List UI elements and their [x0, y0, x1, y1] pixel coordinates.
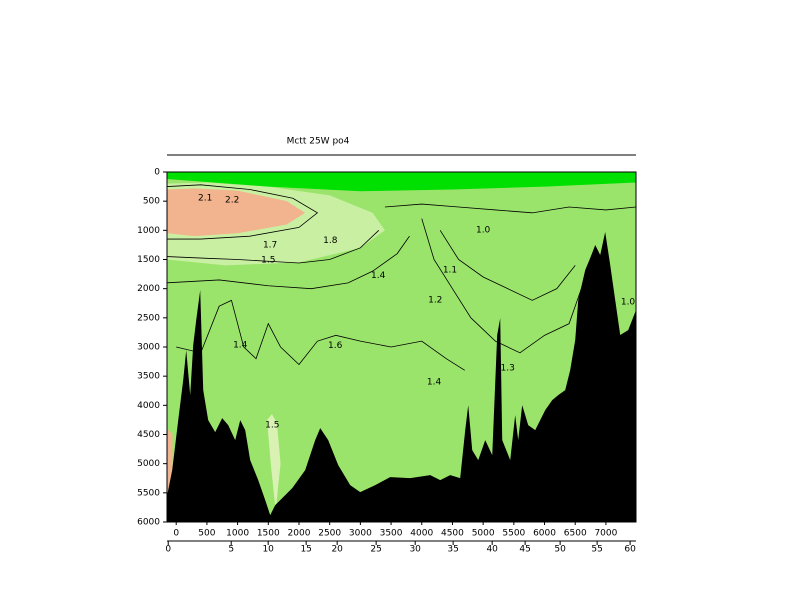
contour-label: 1.5 — [261, 256, 275, 266]
x2-tick-label: 35 — [447, 545, 458, 555]
x-tick-label: 4000 — [410, 529, 433, 539]
contour-line — [167, 235, 410, 290]
contour-line — [384, 203, 636, 214]
x2-tick-label: 0 — [165, 545, 171, 555]
x2-tick-label: 15 — [300, 545, 311, 555]
contour-label: 1.4 — [371, 271, 386, 281]
x-tick-label: 1500 — [257, 529, 280, 539]
contour-label: 1.0 — [476, 226, 491, 236]
x-tick-label: 2000 — [288, 529, 311, 539]
x-tick-label: 6500 — [564, 529, 587, 539]
contour-label: 1.0 — [621, 298, 636, 308]
x2-tick-label: 60 — [624, 545, 636, 555]
contour-label: 2.2 — [225, 196, 239, 206]
y-tick-label: 4000 — [137, 401, 160, 411]
x2-tick-label: 50 — [554, 545, 566, 555]
x-tick-label: 3000 — [349, 529, 372, 539]
y-tick-label: 0 — [154, 168, 160, 178]
x-tick-label: 3500 — [380, 529, 403, 539]
x-tick-label: 5500 — [502, 529, 525, 539]
y-tick-label: 5000 — [137, 459, 160, 469]
x2-tick-label: 45 — [519, 545, 530, 555]
y-tick-label: 3500 — [137, 372, 160, 382]
y-tick-label: 1500 — [137, 255, 160, 265]
x2-tick-label: 20 — [331, 545, 343, 555]
contour-label: 1.7 — [263, 240, 277, 250]
x-tick-label: 500 — [198, 529, 215, 539]
x2-tick-label: 40 — [486, 545, 498, 555]
contour-label: 1.4 — [233, 341, 248, 351]
x-tick-label: 5000 — [472, 529, 495, 539]
x-tick-label: 7000 — [594, 529, 617, 539]
y-tick-label: 3000 — [137, 343, 160, 353]
contour-line — [176, 299, 465, 371]
water-mass-region — [267, 414, 281, 511]
x-tick-label: 2500 — [318, 529, 341, 539]
contour-line — [439, 230, 576, 301]
y-tick-label: 500 — [143, 197, 160, 207]
bathymetry — [167, 232, 636, 522]
contour-line — [167, 230, 380, 264]
contour-label: 1.8 — [323, 236, 338, 246]
contour-label: 1.6 — [328, 341, 343, 351]
contour-label: 1.5 — [265, 421, 279, 431]
x-tick-label: 4500 — [441, 529, 464, 539]
contour-line — [421, 218, 582, 354]
x-tick-label: 0 — [173, 529, 179, 539]
y-tick-label: 1000 — [137, 226, 160, 236]
x2-tick-label: 30 — [409, 545, 421, 555]
chart-title: Mctt 25W po4 — [287, 137, 350, 147]
contour-label: 1.4 — [427, 378, 442, 388]
y-tick-label: 2500 — [137, 313, 160, 323]
y-tick-label: 2000 — [137, 284, 160, 294]
contour-label: 1.3 — [501, 364, 515, 374]
contour-label: 1.1 — [443, 266, 457, 276]
contour-line — [167, 184, 319, 240]
water-mass-region — [167, 188, 306, 237]
x2-tick-label: 25 — [370, 545, 381, 555]
y-tick-label: 4500 — [137, 430, 160, 440]
water-mass-region — [167, 172, 636, 192]
y-tick-label: 6000 — [137, 518, 160, 528]
x2-tick-label: 10 — [262, 545, 274, 555]
y-tick-label: 5500 — [137, 488, 160, 498]
contour-label: 1.2 — [428, 296, 442, 306]
x-tick-label: 6000 — [533, 529, 556, 539]
contour-label: 2.1 — [198, 194, 212, 204]
x-tick-label: 1000 — [226, 529, 249, 539]
x2-tick-label: 55 — [591, 545, 602, 555]
x2-tick-label: 5 — [228, 545, 234, 555]
